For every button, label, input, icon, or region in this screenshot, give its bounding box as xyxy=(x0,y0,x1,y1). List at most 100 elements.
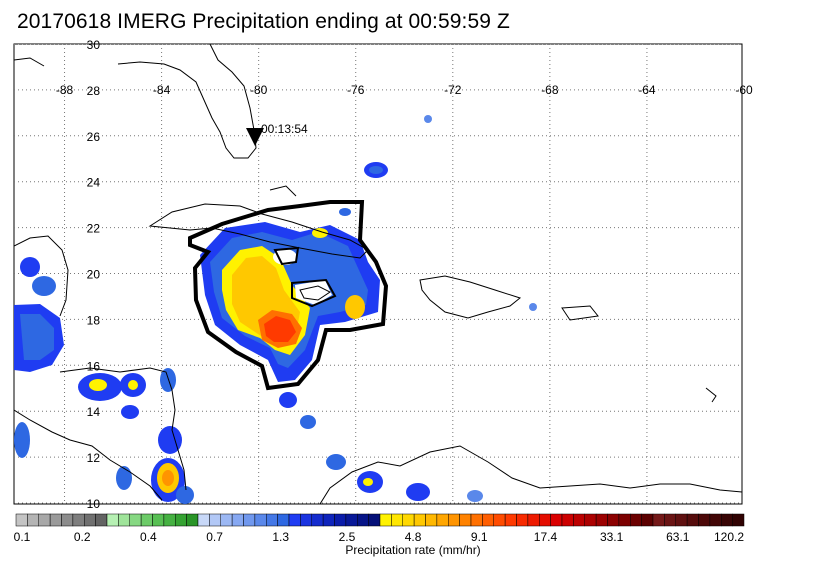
colorbar-swatch xyxy=(140,513,153,527)
colorbar-swatch xyxy=(436,513,449,527)
latitude-labels: 30 28 26 24 22 20 18 16 14 12 10 xyxy=(87,38,101,511)
colorbar-swatch xyxy=(504,513,517,527)
colorbar-swatch xyxy=(61,513,74,527)
colorbar-swatch xyxy=(539,513,551,527)
colorbar-tick-label: 1.3 xyxy=(272,530,289,544)
colorbar-swatch xyxy=(448,513,460,527)
colorbar-swatch xyxy=(698,513,711,527)
colorbar-swatch xyxy=(493,513,506,527)
colorbar-swatch xyxy=(49,513,62,527)
colorbar-swatch xyxy=(84,513,96,527)
colorbar-swatch xyxy=(516,513,529,527)
latitude-label: 12 xyxy=(87,451,101,465)
colorbar-swatch xyxy=(732,513,745,527)
down-triangle-icon xyxy=(246,128,264,146)
latitude-label: 10 xyxy=(87,497,101,511)
latitude-label: 14 xyxy=(87,405,101,419)
colorbar-tick-label: 33.1 xyxy=(600,530,624,544)
colorbar-tick-label: 120.2 xyxy=(714,530,744,544)
colorbar-swatch xyxy=(686,513,699,527)
colorbar-swatch xyxy=(311,513,324,527)
longitude-label: -72 xyxy=(444,83,462,97)
precipitation-field xyxy=(14,115,537,504)
colorbar-swatch xyxy=(470,513,483,527)
colorbar-swatch xyxy=(95,513,108,527)
colorbar-swatch xyxy=(277,513,290,527)
longitude-label: -84 xyxy=(153,83,171,97)
tracking-outline-hole xyxy=(291,278,337,308)
colorbar-swatch xyxy=(459,513,472,527)
colorbar-tick-labels: 0.1 0.2 0.4 0.7 1.3 2.5 4.8 9.1 17.4 33.1 63.1 120.… xyxy=(14,530,745,544)
colorbar-tick-label: 0.2 xyxy=(74,530,91,544)
colorbar-swatch xyxy=(197,513,210,527)
colorbar-title: Precipitation rate (mm/hr) xyxy=(345,543,481,557)
colorbar-swatch xyxy=(72,513,85,527)
colorbar-swatch xyxy=(254,513,267,527)
latitude-label: 16 xyxy=(87,359,101,373)
colorbar-swatch xyxy=(231,513,244,527)
colorbar-swatch xyxy=(584,513,597,527)
colorbar-swatch xyxy=(175,513,187,527)
colorbar-swatch xyxy=(38,513,51,527)
colorbar-swatch xyxy=(550,513,563,527)
colorbar-tick-label: 9.1 xyxy=(471,530,488,544)
longitude-label: -80 xyxy=(250,83,268,97)
colorbar-swatch xyxy=(664,513,676,527)
latitude-label: 24 xyxy=(87,176,101,190)
colorbar-swatch xyxy=(27,513,39,527)
latitude-label: 22 xyxy=(87,222,101,236)
latitude-label: 30 xyxy=(87,38,101,52)
colorbar-tick-label: 0.1 xyxy=(14,530,31,544)
colorbar-swatch xyxy=(163,513,176,527)
colorbar-swatch xyxy=(357,513,369,527)
colorbar-swatch xyxy=(129,513,142,527)
colorbar-swatch xyxy=(368,513,381,527)
longitude-label: -68 xyxy=(541,83,559,97)
graticule xyxy=(14,44,742,504)
longitude-label: -88 xyxy=(56,83,74,97)
colorbar-tick-label: 17.4 xyxy=(534,530,558,544)
colorbar-swatch xyxy=(641,513,654,527)
latitude-label: 26 xyxy=(87,130,101,144)
colorbar-swatch xyxy=(243,513,256,527)
tracking-outline xyxy=(188,200,389,391)
colorbar xyxy=(15,513,745,527)
colorbar-swatch xyxy=(630,513,642,527)
colorbar-swatch xyxy=(266,513,278,527)
precip-gap xyxy=(295,280,332,305)
colorbar-swatch xyxy=(652,513,665,527)
colorbar-swatch xyxy=(379,513,392,527)
colorbar-swatch xyxy=(709,513,722,527)
colorbar-swatch xyxy=(413,513,426,527)
longitude-label: -76 xyxy=(347,83,365,97)
colorbar-swatch xyxy=(186,513,199,527)
colorbar-tick-label: 0.7 xyxy=(206,530,223,544)
colorbar-swatch xyxy=(300,513,312,527)
colorbar-swatch xyxy=(334,513,347,527)
longitude-label: -60 xyxy=(735,83,753,97)
colorbar-swatch xyxy=(15,513,28,527)
colorbar-swatch xyxy=(675,513,688,527)
colorbar-swatch xyxy=(106,513,119,527)
latitude-label: 28 xyxy=(87,84,101,98)
colorbar-tick-label: 4.8 xyxy=(405,530,422,544)
colorbar-swatch xyxy=(618,513,631,527)
colorbar-swatch xyxy=(118,513,130,527)
colorbar-swatch xyxy=(209,513,221,527)
colorbar-swatch xyxy=(595,513,608,527)
colorbar-swatch xyxy=(527,513,540,527)
colorbar-swatch xyxy=(561,513,574,527)
map-title: 20170618 IMERG Precipitation ending at 0… xyxy=(17,10,510,33)
latitude-label: 18 xyxy=(87,313,101,327)
colorbar-swatch xyxy=(607,513,620,527)
colorbar-swatch xyxy=(721,513,733,527)
colorbar-swatch xyxy=(482,513,494,527)
latitude-label: 20 xyxy=(87,268,101,282)
colorbar-tick-label: 2.5 xyxy=(339,530,356,544)
colorbar-swatch xyxy=(322,513,335,527)
colorbar-tick-label: 63.1 xyxy=(666,530,690,544)
colorbar-swatch xyxy=(220,513,233,527)
precip-gap xyxy=(273,249,297,265)
colorbar-swatch xyxy=(391,513,403,527)
